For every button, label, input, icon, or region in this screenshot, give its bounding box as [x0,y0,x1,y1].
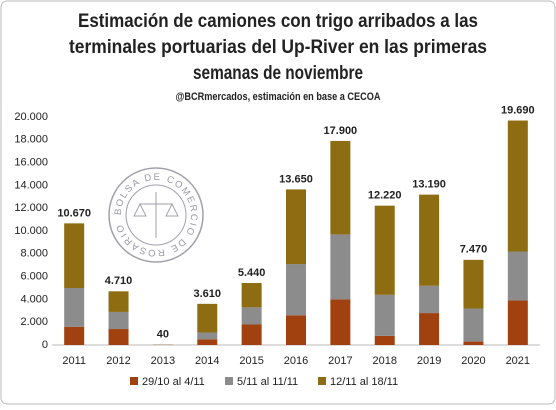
y-tick-label: 12.000 [14,202,48,214]
bar-segment [375,206,395,295]
bar-segment [463,342,483,345]
bar-segment [508,301,528,345]
total-label: 12.220 [368,190,402,202]
bar-segment [330,299,350,345]
bar-segment [197,332,217,339]
y-tick-label: 14.000 [14,179,48,191]
y-tick-label: 2.000 [20,316,48,328]
total-label: 40 [157,328,169,340]
x-tick-label: 2017 [328,355,352,367]
total-label: 13.650 [279,173,313,185]
bar-segment [375,336,395,345]
total-label: 17.900 [324,125,358,137]
legend-label: 5/11 al 11/11 [237,376,298,388]
bar-segment [330,234,350,299]
bar-segment [463,309,483,342]
total-label: 13.190 [412,179,446,191]
total-label: 4.710 [105,275,133,287]
y-tick-label: 20.000 [14,111,48,123]
total-label: 7.470 [460,244,488,256]
bar-segment [109,329,129,345]
bar-segment [419,195,439,286]
x-tick-label: 2016 [284,355,308,367]
x-tick-label: 2021 [506,355,530,367]
total-label: 5.440 [238,267,266,279]
x-tick-label: 2018 [372,355,396,367]
bar-segment [286,189,306,264]
x-tick-label: 2020 [461,355,485,367]
bar-segment [508,121,528,252]
x-tick-label: 2011 [62,355,86,367]
x-tick-label: 2013 [151,355,175,367]
x-tick-label: 2014 [195,355,219,367]
chart-title: terminales portuarias del Up-River en la… [69,37,487,58]
bar-segment [286,315,306,345]
bar-segment [64,327,84,345]
y-tick-label: 4.000 [20,293,48,305]
x-tick-label: 2019 [417,355,441,367]
total-label: 19.690 [501,104,535,116]
bar-segment [197,304,217,333]
y-tick-label: 0 [42,339,48,351]
chart-title: semanas de noviembre [193,63,363,84]
watermark-logo: BOLSA DE COMERCIO DE ROSARIO [109,168,203,262]
bar-segment [109,291,129,312]
legend-label: 29/10 al 4/11 [142,376,205,388]
y-tick-label: 8.000 [20,248,48,260]
bar-segment [242,324,262,345]
bar-segment [242,283,262,307]
bar-segment [286,264,306,315]
x-tick-label: 2015 [239,355,263,367]
y-tick-label: 16.000 [14,157,48,169]
total-label: 3.610 [194,288,222,300]
bar-segment [64,223,84,288]
legend-swatch [225,377,233,385]
bar-segment [242,307,262,324]
bar-segment [64,288,84,327]
y-tick-label: 18.000 [14,134,48,146]
legend-swatch [130,377,138,385]
bar-segment [419,313,439,345]
y-tick-label: 6.000 [20,271,48,283]
legend-swatch [318,377,326,385]
y-tick-label: 10.000 [14,225,48,237]
bar-segment [109,312,129,329]
bar-segment [197,339,217,345]
x-tick-label: 2012 [106,355,130,367]
bar-segment [463,260,483,309]
bar-segment [330,141,350,234]
chart-title: Estimación de camiones con trigo arribad… [78,11,478,32]
bar-segment [375,295,395,336]
total-label: 10.670 [57,207,91,219]
bar-segment [508,252,528,301]
legend-label: 12/11 al 18/11 [330,376,398,388]
bar-segment [419,286,439,313]
chart-subtitle: @BCRmercados, estimación en base a CECOA [176,91,381,103]
